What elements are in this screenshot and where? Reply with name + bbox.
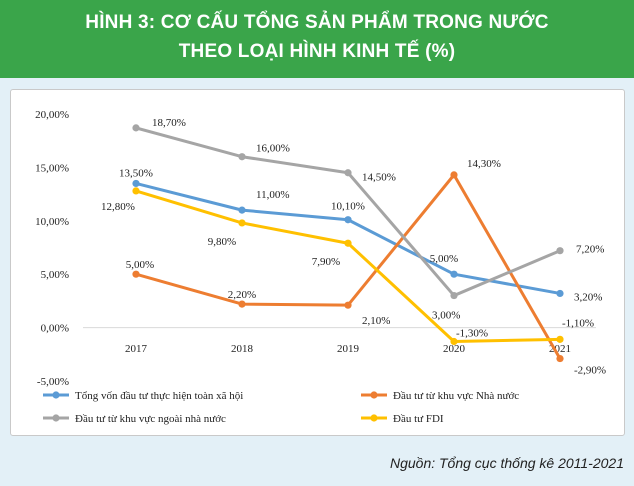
x-tick-label: 2020 [443,343,466,355]
title-banner: HÌNH 3: CƠ CẤU TỔNG SẢN PHẨM TRONG NƯỚC … [0,0,634,78]
data-point [238,300,246,308]
data-point [132,179,140,188]
data-point [450,171,458,179]
data-point [238,153,246,161]
data-point [238,206,246,214]
legend-marker [370,391,378,399]
data-label: 12,80% [101,201,135,213]
data-point [132,124,140,132]
data-point [556,289,564,298]
data-label: 9,80% [208,236,236,248]
legend-label: Tổng vốn đầu tư thực hiện toàn xã hội [75,390,243,402]
line-chart: 20,00% 15,00% 10,00% 5,00% 0,00% -5,00% 2017 20… [35,109,606,425]
data-label: 5,00% [126,259,154,271]
legend-marker [370,414,378,422]
data-label: 3,00% [432,310,460,322]
x-tick-label: 2019 [337,343,360,355]
legend-label: Đầu tư từ khu vực ngoài nhà nước [75,413,226,425]
x-tick-label: 2018 [231,343,254,355]
data-label: -1,30% [456,327,488,339]
data-label: 11,00% [256,189,290,201]
series-line [135,189,561,343]
data-point [556,247,564,255]
chart-title-line-1: HÌNH 3: CƠ CẤU TỔNG SẢN PHẨM TRONG NƯỚC [85,12,549,33]
y-tick-label: 10,00% [35,216,69,228]
y-tick-label: 15,00% [35,162,69,174]
data-label: 7,20% [576,244,604,256]
data-label: 5,00% [430,253,458,265]
data-label: -2,90% [574,365,606,377]
legend-marker [52,414,60,422]
data-label: 2,20% [228,289,256,301]
data-point [556,335,564,343]
legend-label: Đầu tư từ khu vực Nhà nước [393,390,519,402]
data-label: -1,10% [562,317,594,329]
legend-marker [52,391,60,399]
data-label: 10,10% [331,201,365,213]
data-point [344,216,352,224]
data-point [450,291,458,300]
data-point [450,337,458,346]
data-point [238,219,246,227]
source-note: Nguồn: Tổng cục thống kê 2011-2021 [389,455,624,471]
data-point [132,187,140,195]
data-label: 14,50% [362,172,396,184]
data-label: 16,00% [256,143,290,155]
chart-title-line-2: THEO LOẠI HÌNH KINH TẾ (%) [178,41,456,62]
chart-frame: 20,00% 15,00% 10,00% 5,00% 0,00% -5,00% 2017 20… [10,89,625,436]
legend-label: Đầu tư FDI [393,413,444,425]
data-label: 3,20% [574,291,602,303]
data-point [132,270,140,278]
data-point [556,354,564,363]
data-label: 7,90% [312,256,340,268]
data-point [450,270,458,278]
y-tick-label: 20,00% [35,109,69,121]
data-label: 2,10% [362,315,390,327]
data-point [344,301,352,309]
data-point [344,239,352,247]
y-tick-label: -5,00% [37,376,69,388]
y-tick-label: 0,00% [41,323,69,335]
data-label: 13,50% [119,167,153,179]
data-label: 14,30% [467,158,501,170]
y-tick-label: 5,00% [41,269,69,281]
data-point [344,169,352,177]
x-tick-label: 2017 [125,343,148,355]
data-label: 18,70% [152,117,186,129]
